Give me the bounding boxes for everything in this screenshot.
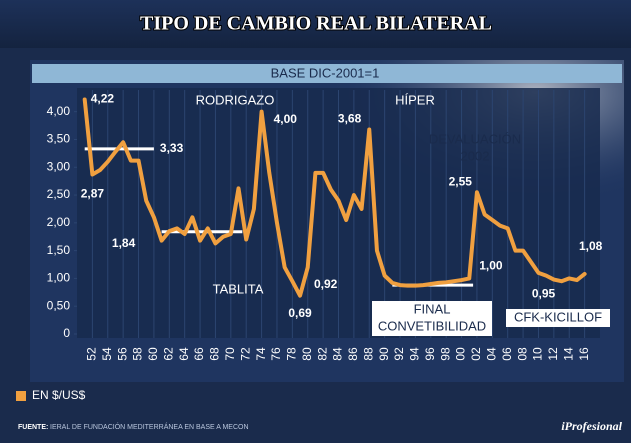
annotation: CFK-KICILLOF: [514, 309, 602, 324]
data-label: 0,69: [288, 306, 312, 320]
chart-title: TIPO DE CAMBIO REAL BILATERAL: [140, 13, 492, 35]
x-tick-label: 00: [454, 347, 468, 361]
x-tick-label: 62: [161, 347, 175, 361]
y-tick-label: 4,00: [47, 104, 71, 118]
x-tick-label: 64: [177, 347, 191, 361]
x-tick-label: 56: [115, 347, 129, 361]
line: [82, 97, 587, 298]
x-tick-label: 60: [146, 347, 160, 361]
x-tick-label: 08: [515, 347, 529, 361]
x-tick-label: 16: [577, 347, 591, 361]
y-tick-label: 2,00: [47, 215, 71, 229]
y-tick-label: 3,00: [47, 159, 71, 173]
x-tick-label: 72: [238, 347, 252, 361]
data-label: 1,08: [579, 239, 603, 253]
x-tick-label: 02: [469, 347, 483, 361]
y-tick-label: 1,50: [47, 243, 71, 257]
x-tick-label: 58: [131, 347, 145, 361]
x-tick-label: 54: [100, 347, 114, 361]
x-tick-label: 76: [269, 347, 283, 361]
x-tick-label: 70: [223, 347, 237, 361]
x-tick-label: 14: [561, 347, 575, 361]
y-tick-label: 1,00: [47, 271, 71, 285]
x-tick-label: 66: [192, 347, 206, 361]
x-tick-label: 12: [546, 347, 560, 361]
x-tick-label: 10: [531, 347, 545, 361]
x-tick-label: 04: [484, 347, 498, 361]
x-tick-label: 74: [254, 347, 268, 361]
data-label: 4,22: [91, 92, 115, 106]
x-tick-label: 92: [392, 347, 406, 361]
x-tick-label: 86: [346, 347, 360, 361]
annotation: HÍPER: [395, 92, 435, 107]
data-label: 2,87: [81, 187, 105, 201]
x-tick-label: 98: [438, 347, 452, 361]
data-label: 0,92: [314, 277, 338, 291]
annotation: TABLITA: [213, 281, 264, 296]
subtitle: BASE DIC-2001=1: [271, 65, 380, 80]
x-tick-label: 88: [361, 347, 375, 361]
source: IERAL DE FUNDACIÓN MEDITERRÁNEA EN BASE …: [50, 422, 249, 431]
brand: iProfesional: [561, 419, 622, 433]
annotation: RODRIGAZO: [196, 92, 275, 107]
data-label: 0,95: [532, 286, 556, 300]
y-tick-label: 2,50: [47, 187, 71, 201]
legend-swatch: [16, 391, 26, 401]
x-tick-label: 90: [377, 347, 391, 361]
y-tick-label: 0: [63, 326, 70, 340]
annotation-box: [506, 309, 610, 327]
x-tick-label: 06: [500, 347, 514, 361]
subtitle-band: [32, 64, 622, 83]
y-tick-label: 0,50: [47, 298, 71, 312]
legend-label: EN $/US$: [32, 388, 86, 402]
data-label: 2,55: [449, 174, 473, 188]
x-tick-label: 82: [315, 347, 329, 361]
annotation: 2002: [461, 148, 490, 163]
data-label: 3,68: [338, 112, 362, 126]
x-tick-label: 94: [408, 347, 422, 361]
source-label: FUENTE:: [18, 424, 48, 431]
x-tick-label: 84: [331, 347, 345, 361]
reference-label: 1,84: [112, 236, 136, 250]
x-tick-label: 78: [285, 347, 299, 361]
y-tick-label: 3,50: [47, 132, 71, 146]
reference-label: 3,33: [160, 141, 184, 155]
x-tick-label: 68: [208, 347, 222, 361]
x-tick-label: 96: [423, 347, 437, 361]
annotation: CONVETIBILIDAD: [378, 318, 486, 333]
x-tick-label: 52: [85, 347, 99, 361]
annotation-box: [372, 301, 492, 336]
data-label: 1,00: [479, 259, 503, 273]
data-label: 4,00: [274, 112, 298, 126]
annotation: FINAL: [414, 301, 451, 316]
annotation: DEVALUACIÓN: [429, 131, 521, 146]
title-band: [0, 0, 631, 48]
x-tick-label: 80: [300, 347, 314, 361]
